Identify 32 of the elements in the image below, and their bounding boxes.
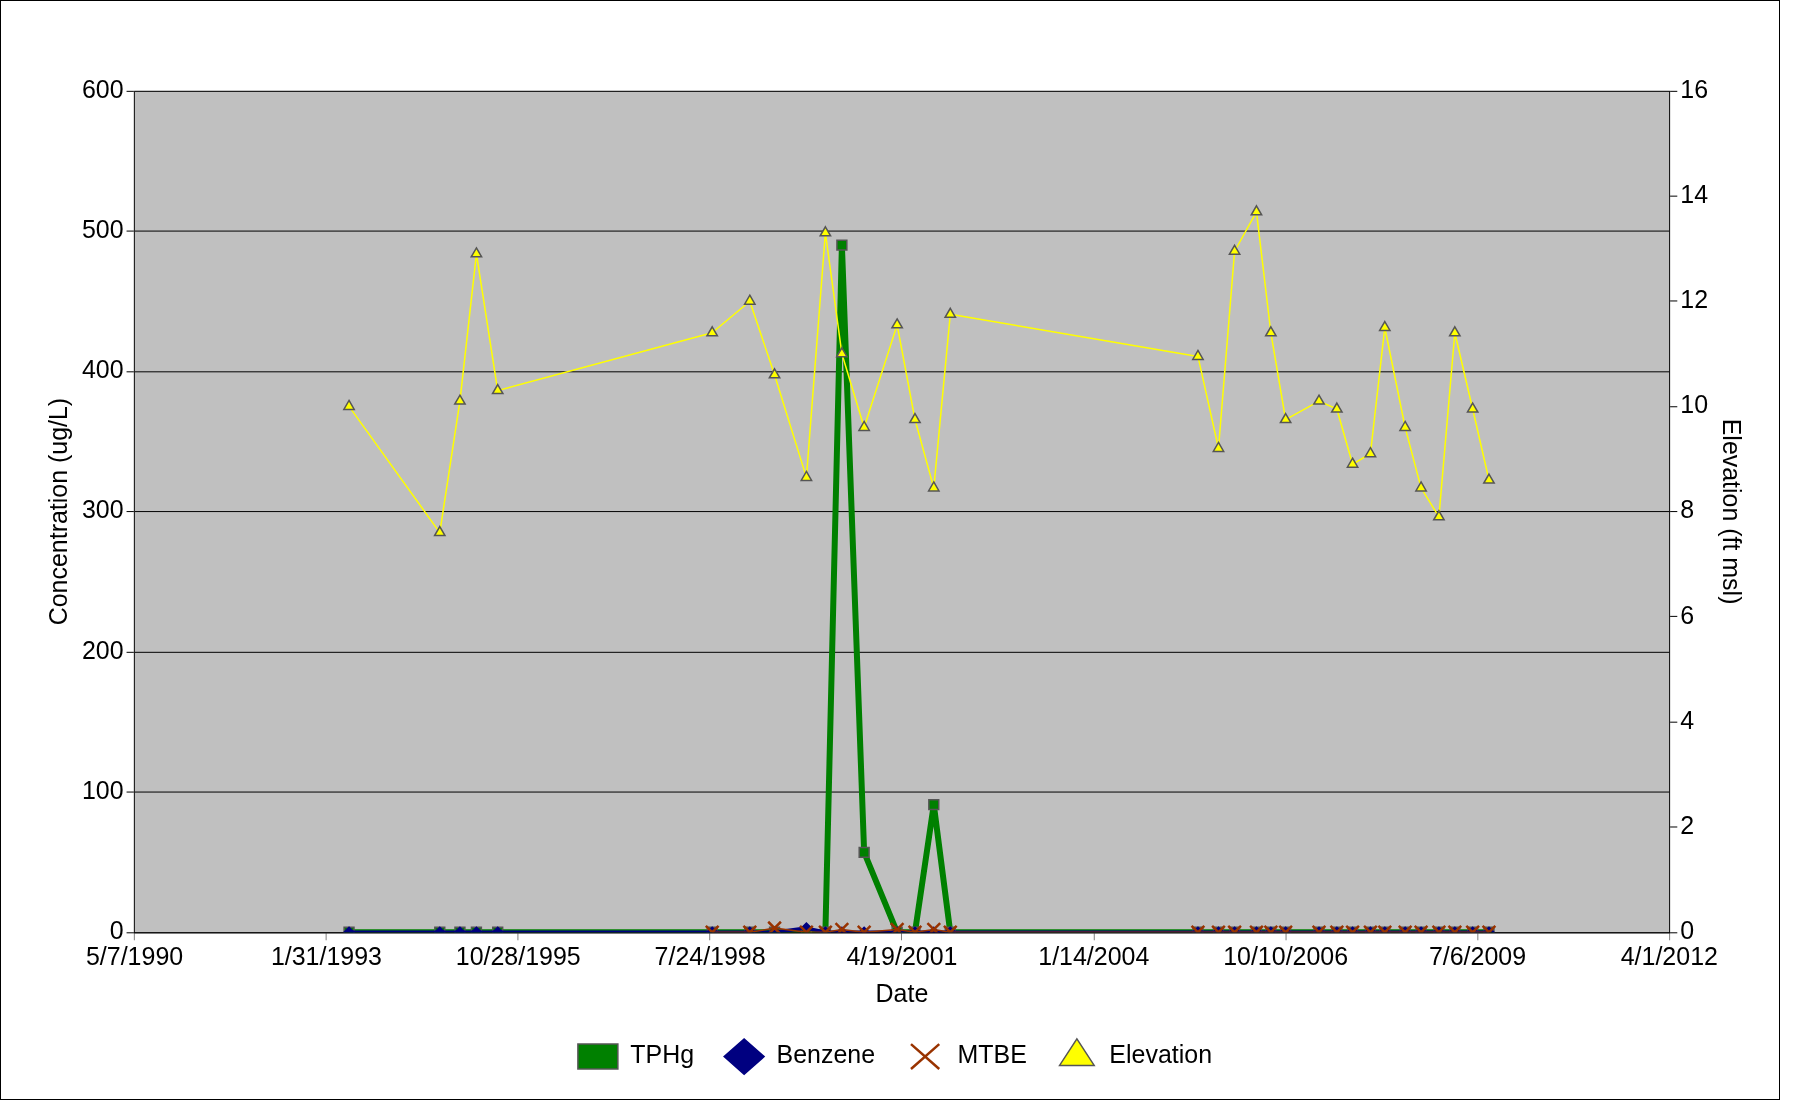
y2-tick-label: 2 (1680, 811, 1695, 839)
y2-axis-title: Elevation (ft msl) (1718, 418, 1747, 605)
legend-label: Benzene (776, 1040, 876, 1069)
x-tick-label: 10/28/1995 (455, 942, 581, 971)
x-tick-label: 7/6/2009 (1428, 942, 1527, 971)
y-tick-label: 600 (81, 74, 124, 103)
x-tick-label: 7/24/1998 (654, 942, 766, 971)
x-tick-label: 4/19/2001 (846, 942, 958, 971)
legend-label: Elevation (1109, 1040, 1213, 1069)
x-tick-label: 10/10/2006 (1223, 942, 1349, 971)
y-tick-label: 200 (81, 635, 124, 664)
y2-tick-label: 0 (1680, 916, 1695, 945)
y2-tick-label: 6 (1680, 600, 1695, 629)
y2-tick-label: 4 (1680, 705, 1695, 734)
y2-tick-label: 14 (1680, 179, 1709, 208)
y2-tick-label: 16 (1680, 74, 1709, 103)
y2-tick-label: 12 (1680, 285, 1709, 314)
y-tick-label: 500 (81, 214, 124, 243)
x-tick-label: 4/1/2012 (1620, 942, 1718, 971)
legend-label: TPHg (630, 1040, 695, 1069)
y-axis-title: Concentration (ug/L) (43, 397, 72, 626)
x-tick-label: 1/14/2004 (1038, 942, 1150, 971)
x-axis-title: Date (875, 979, 929, 1008)
x-tick-label: 1/31/1993 (270, 942, 382, 971)
y2-tick-label: 10 (1680, 390, 1709, 419)
y-tick-label: 0 (109, 916, 124, 945)
legend-label: MTBE (957, 1040, 1027, 1069)
y-tick-label: 400 (81, 355, 124, 384)
x-tick-label: 5/7/1990 (85, 942, 184, 971)
y-tick-label: 300 (81, 495, 124, 524)
y-tick-label: 100 (81, 775, 124, 804)
y2-tick-label: 8 (1680, 495, 1695, 524)
